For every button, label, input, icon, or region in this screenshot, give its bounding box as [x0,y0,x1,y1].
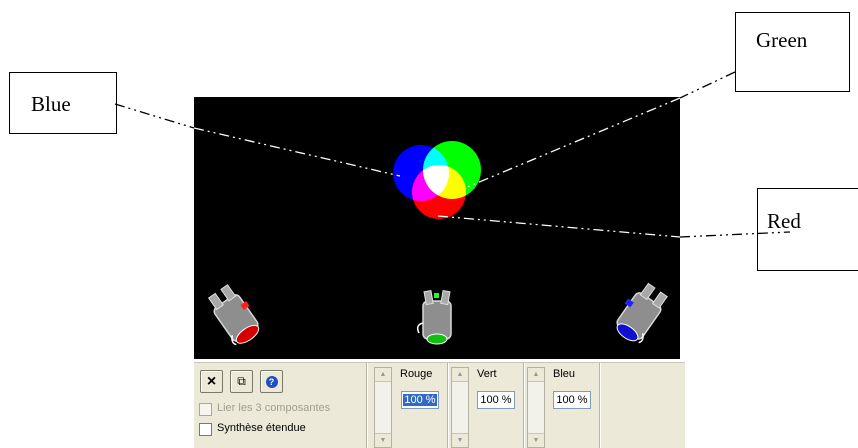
red-projector-icon [207,284,260,346]
green-projector-icon [416,289,452,345]
red-label: Red [767,209,801,233]
blue-projector-icon [616,282,668,344]
green-label-box: Green [735,12,850,92]
link-components-label: Lier les 3 composantes [217,402,331,414]
blue-label-box: Blue [9,72,117,134]
green-slider[interactable]: ▲ ▼ [451,367,469,448]
green-slider-label: Vert [477,368,497,380]
red-slider-label: Rouge [400,368,433,380]
blue-slider-down-arrow[interactable]: ▼ [528,433,544,447]
blue-slider[interactable]: ▲ ▼ [527,367,545,448]
blue-slider-up-arrow[interactable]: ▲ [528,368,544,382]
green-value-input[interactable]: 100 % [477,391,515,409]
red-value-input[interactable]: 100 % [401,391,439,409]
green-value-text: 100 % [480,394,512,406]
extended-synthesis-checkbox[interactable] [199,423,212,436]
panel-divider [366,363,368,448]
close-icon: × [206,372,217,390]
red-slider-down-arrow[interactable]: ▼ [375,433,391,447]
red-slider-up-arrow[interactable]: ▲ [375,368,391,382]
red-label-box: Red [757,188,858,271]
green-label: Green [756,28,808,52]
close-button[interactable]: × [200,370,223,393]
light-mixing-scene [194,97,680,359]
control-panel: × ⧉ ? Lier les 3 composantes Synthèse ét… [194,362,685,448]
red-slider[interactable]: ▲ ▼ [374,367,392,448]
panel-divider [447,363,449,448]
green-leader-line [679,71,736,99]
red-value-text: 100 % [403,394,437,406]
help-icon: ? [265,375,278,388]
green-slider-down-arrow[interactable]: ▼ [452,433,468,447]
blue-value-text: 100 % [556,394,588,406]
blue-leader-line [114,103,195,129]
help-button[interactable]: ? [260,370,283,393]
panel-divider [523,363,525,448]
green-light-circle [423,141,481,199]
panel-divider [599,363,601,448]
blue-value-input[interactable]: 100 % [553,391,591,409]
copy-button[interactable]: ⧉ [230,370,253,393]
color-circles [393,141,481,219]
green-slider-up-arrow[interactable]: ▲ [452,368,468,382]
blue-slider-label: Bleu [553,368,576,380]
extended-synthesis-label: Synthèse étendue [217,422,306,434]
scene-drawing [207,141,668,346]
copy-icon: ⧉ [237,374,246,388]
blue-label: Blue [31,92,71,116]
link-components-checkbox[interactable] [199,403,212,416]
